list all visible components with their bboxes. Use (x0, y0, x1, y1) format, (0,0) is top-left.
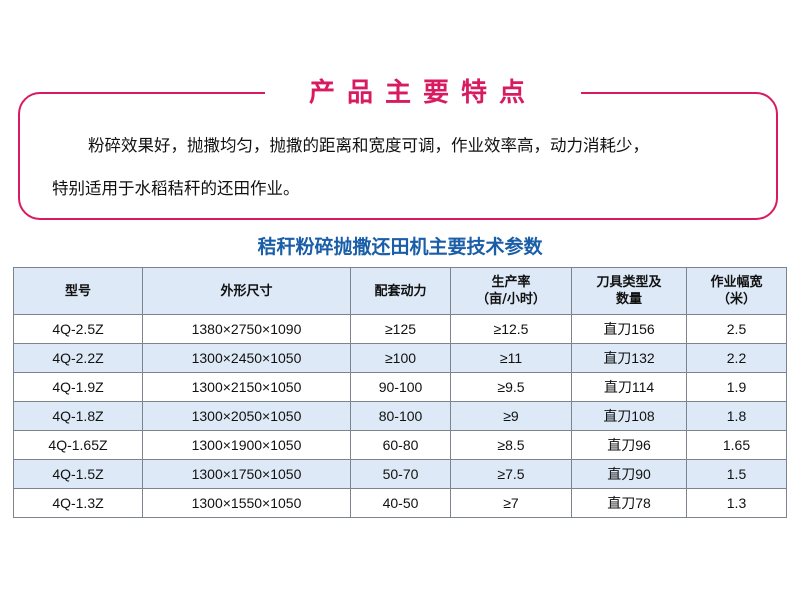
column-header-text: 数量 (615, 292, 642, 307)
table-cell: 4Q-1.3Z (13, 488, 143, 518)
table-cell: 1.3 (686, 488, 787, 518)
table-cell: ≥9.5 (450, 372, 572, 402)
table-cell: 1.9 (686, 372, 787, 402)
table-cell: 1.5 (686, 459, 787, 489)
table-row: 4Q-2.5Z 1380×2750×1090 ≥125 ≥12.5 直刀156 2.5 (13, 314, 787, 344)
table-cell: ≥7.5 (450, 459, 572, 489)
column-header-text: 作业幅宽 (710, 275, 763, 290)
features-title: 产品主要特点 (265, 76, 581, 110)
table-cell: 直刀114 (571, 372, 687, 402)
column-header-text: 外形尺寸 (220, 283, 273, 299)
column-header-text: （米） (716, 292, 756, 307)
table-cell: 1300×1900×1050 (142, 430, 351, 460)
table-cell: 2.5 (686, 314, 787, 344)
table-cell: ≥100 (350, 343, 451, 373)
column-header: 刀具类型及 数量 (571, 267, 687, 315)
table-cell: 80-100 (350, 401, 451, 431)
column-header-text: （亩/小时） (476, 292, 546, 307)
column-header-text: 刀具类型及 (596, 275, 662, 290)
table-cell: ≥8.5 (450, 430, 572, 460)
features-box (18, 92, 778, 220)
table-header-row: 型号 外形尺寸 配套动力 生产率 （亩/小时） 刀具类型及数量 作业幅宽 （米） (13, 267, 787, 315)
column-header: 生产率 （亩/小时） (450, 267, 572, 315)
column-header-text: 配套动力 (374, 283, 427, 299)
features-line-2: 特别适用于水稻秸秆的还田作业。 (52, 179, 300, 198)
table-cell: 直刀108 (571, 401, 687, 431)
column-header: 作业幅宽 （米） (686, 267, 787, 315)
table-cell: 40-50 (350, 488, 451, 518)
table-row: 4Q-1.5Z 1300×1750×1050 50-70 ≥7.5 直刀90 1.5 (13, 459, 787, 489)
table-cell: 直刀96 (571, 430, 687, 460)
table-row: 4Q-2.2Z 1300×2450×1050 ≥100 ≥11 直刀132 2.2 (13, 343, 787, 373)
table-cell: 1380×2750×1090 (142, 314, 351, 344)
table-row: 4Q-1.3Z 1300×1550×1050 40-50 ≥7 直刀78 1.3 (13, 488, 787, 518)
table-cell: 直刀156 (571, 314, 687, 344)
table-cell: ≥7 (450, 488, 572, 518)
table-cell: 50-70 (350, 459, 451, 489)
table-cell: 1.8 (686, 401, 787, 431)
table-row: 4Q-1.8Z 1300×2050×1050 80-100 ≥9 直刀108 1.8 (13, 401, 787, 431)
table-cell: 4Q-2.2Z (13, 343, 143, 373)
table-cell: 90-100 (350, 372, 451, 402)
table-row: 4Q-1.65Z 1300×1900×1050 60-80 ≥8.5 直刀96 1.65 (13, 430, 787, 460)
column-header-text: 生产率 (491, 275, 531, 290)
spec-table: 型号 外形尺寸 配套动力 生产率 （亩/小时） 刀具类型及数量 作业幅宽 （米） 4Q-2.5… (13, 267, 787, 518)
table-cell: 4Q-1.8Z (13, 401, 143, 431)
table-cell: 1300×1750×1050 (142, 459, 351, 489)
table-cell: 60-80 (350, 430, 451, 460)
features-line-1: 粉碎效果好，抛撒均匀，抛撒的距离和宽度可调，作业效率高，动力消耗少， (88, 136, 649, 155)
table-cell: 直刀78 (571, 488, 687, 518)
table-cell: 4Q-1.9Z (13, 372, 143, 402)
table-cell: 1300×2450×1050 (142, 343, 351, 373)
table-cell: ≥11 (450, 343, 572, 373)
table-cell: 2.2 (686, 343, 787, 373)
column-header: 外形尺寸 (142, 267, 351, 315)
column-header: 配套动力 (350, 267, 451, 315)
table-title: 秸秆粉碎抛撒还田机主要技术参数 (257, 236, 543, 258)
table-cell: 1300×2150×1050 (142, 372, 351, 402)
column-header: 型号 (13, 267, 143, 315)
table-row: 4Q-1.9Z 1300×2150×1050 90-100 ≥9.5 直刀114 1.9 (13, 372, 787, 402)
table-cell: ≥125 (350, 314, 451, 344)
table-cell: 1.65 (686, 430, 787, 460)
table-cell: 1300×2050×1050 (142, 401, 351, 431)
table-cell: ≥9 (450, 401, 572, 431)
table-cell: 4Q-1.5Z (13, 459, 143, 489)
table-cell: 直刀132 (571, 343, 687, 373)
table-cell: 1300×1550×1050 (142, 488, 351, 518)
table-cell: 4Q-1.65Z (13, 430, 143, 460)
table-cell: ≥12.5 (450, 314, 572, 344)
table-cell: 直刀90 (571, 459, 687, 489)
column-header-text: 型号 (64, 283, 91, 299)
table-cell: 4Q-2.5Z (13, 314, 143, 344)
